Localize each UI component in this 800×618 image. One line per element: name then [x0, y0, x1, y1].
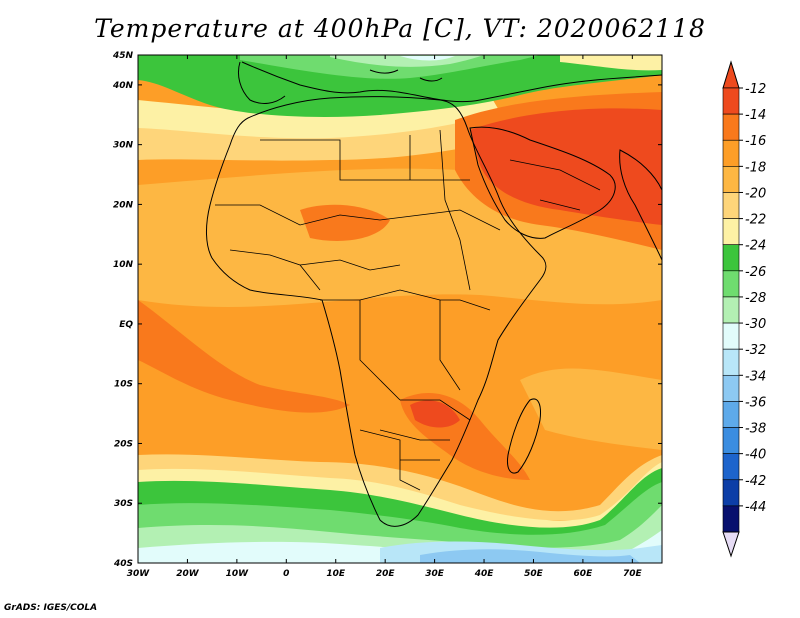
lon-tick-label: 10W — [226, 569, 250, 579]
colorbar-top-arrow — [722, 60, 740, 89]
madagascar-coastline — [507, 398, 541, 474]
border-arabia — [509, 159, 601, 211]
colorbar-label: -36 — [745, 395, 766, 410]
border-southern-africa — [359, 429, 440, 491]
med-islands-coastline — [369, 69, 443, 82]
lon-tick-label: 30E — [425, 569, 445, 579]
field-hot-east-africa-core — [410, 400, 460, 428]
border-east-africa — [379, 300, 471, 441]
colorbar-label: -24 — [745, 239, 766, 254]
iberia-coastline — [237, 61, 286, 104]
lon-tick-label: 30W — [127, 569, 151, 579]
colorbar-swatch — [722, 401, 740, 428]
colorbar-label: -32 — [745, 343, 766, 358]
colorbar-label: -16 — [745, 134, 766, 149]
colorbar-swatch — [722, 87, 740, 115]
lat-tick-label: 10S — [114, 380, 133, 390]
africa-coastline — [206, 96, 547, 527]
field-band-green-north-light — [240, 55, 540, 79]
colorbar-label: -22 — [745, 213, 766, 228]
colorbar-label: -26 — [745, 265, 766, 280]
colorbar-label: -28 — [745, 291, 766, 306]
colorbar-swatch — [722, 453, 740, 481]
plot-frame — [137, 54, 663, 564]
colorbar-swatch — [722, 166, 740, 193]
lat-tick-label: 20N — [113, 200, 134, 210]
lon-tick-label: 20W — [176, 569, 200, 579]
field-light-indian-ocean — [520, 368, 662, 450]
colorbar: -12 -14 -16 -18 -20 -22 -24 -26 -28 -30 -32 -34 -36 -… — [722, 60, 766, 558]
colorbar-label: -20 — [745, 186, 766, 201]
colorbar-label: -30 — [745, 317, 766, 332]
lat-tick-label: 40N — [112, 81, 134, 91]
colorbar-swatch — [722, 427, 740, 454]
temperature-field — [138, 55, 662, 563]
lat-tick-label: 10N — [113, 260, 134, 270]
colorbar-swatch — [722, 139, 740, 167]
colorbar-swatch — [722, 192, 740, 219]
chart-title: Temperature at 400hPa [C], VT: 202006211… — [94, 14, 706, 43]
colorbar-swatch — [722, 479, 740, 507]
field-band-cyan-south — [138, 530, 662, 563]
lon-tick-label: 0 — [283, 569, 289, 579]
india-coastline — [619, 149, 662, 261]
colorbar-label: -38 — [745, 422, 766, 437]
field-hot-atlantic — [138, 300, 350, 413]
field-band-pale-yellow-ne — [560, 55, 662, 71]
coastlines — [206, 61, 662, 527]
colorbar-swatch — [722, 374, 740, 402]
border-n-africa — [260, 135, 470, 181]
colorbar-swatch — [722, 218, 740, 246]
axis-ticks: 30W 20W 10W 0 10E 20E 30E 40E 50E 60E 70E 45N 40N 30N… — [112, 51, 662, 579]
field-hot-middle-east — [470, 108, 662, 225]
lat-tick-label: 20S — [114, 439, 133, 449]
lon-tick-label: 40E — [474, 569, 495, 579]
colorbar-bottom-arrow — [722, 531, 740, 558]
lon-tick-label: 20E — [376, 569, 396, 579]
colorbar-label: -40 — [745, 448, 766, 463]
colorbar-label: -12 — [745, 82, 766, 97]
field-band-green-north — [138, 55, 662, 117]
field-band-blue-south — [420, 549, 640, 563]
colorbar-swatch — [722, 505, 740, 533]
colorbar-label: -18 — [745, 160, 766, 175]
colorbar-swatch — [722, 113, 740, 141]
credit-text: GrADS: IGES/COLA — [4, 603, 98, 613]
arabia-coastline — [469, 126, 616, 239]
border-nile — [439, 129, 471, 291]
colorbar-swatch — [722, 244, 740, 272]
colorbar-label: -42 — [745, 474, 766, 489]
colorbar-label: -14 — [745, 108, 766, 123]
field-hot-sahara — [300, 204, 390, 241]
border-sahel — [215, 204, 501, 231]
lat-tick-label: 45N — [112, 51, 134, 61]
field-patch-cyan-north — [400, 56, 455, 61]
lat-tick-label: 30S — [114, 499, 133, 509]
country-borders — [215, 129, 601, 491]
border-gulf-guinea — [229, 249, 401, 291]
europe-coastline — [241, 61, 662, 103]
colorbar-label: -34 — [745, 369, 766, 384]
colorbar-swatch — [722, 348, 740, 376]
colorbar-label: -44 — [745, 500, 766, 515]
lat-tick-label: 40S — [113, 559, 133, 569]
lon-tick-label: 50E — [524, 569, 544, 579]
colorbar-swatch — [722, 270, 740, 298]
lon-tick-label: 10E — [326, 569, 346, 579]
lon-tick-label: 70E — [623, 569, 643, 579]
colorbar-swatch — [722, 296, 740, 324]
lat-tick-label: 30N — [113, 141, 134, 151]
lat-tick-label: EQ — [119, 320, 133, 330]
border-central-africa — [320, 289, 491, 401]
lon-tick-label: 60E — [574, 569, 594, 579]
colorbar-swatch — [722, 322, 740, 350]
